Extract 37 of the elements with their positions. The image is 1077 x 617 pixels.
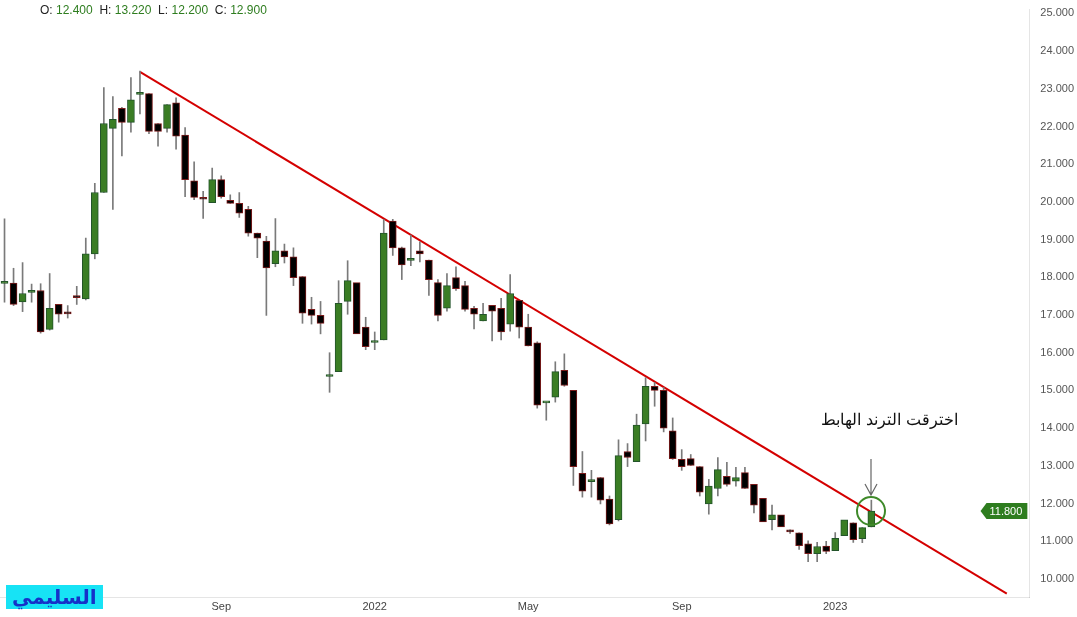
y-tick-label: 15.000 — [1040, 383, 1075, 396]
y-tick-label: 21.000 — [1040, 157, 1075, 170]
candlestick — [407, 234, 415, 266]
annotation: 11.800 — [989, 505, 1023, 518]
candlestick — [768, 504, 776, 531]
y-tick-label: 12.000 — [1040, 496, 1075, 509]
candlestick — [136, 70, 144, 115]
y-tick-label: 11.000 — [1040, 534, 1074, 547]
y-tick-label: 10.000 — [1040, 571, 1075, 584]
candlestick — [840, 519, 849, 536]
candlestick — [488, 304, 496, 342]
y-tick-label: 18.000 — [1040, 270, 1075, 283]
y-tick-label: 20.000 — [1040, 194, 1075, 207]
candlestick — [199, 191, 207, 219]
candlestick — [732, 467, 740, 487]
y-tick-label: 22.000 — [1040, 119, 1075, 132]
x-tick-label: May — [517, 600, 540, 613]
y-tick-label: 17.000 — [1040, 308, 1075, 321]
x-tick-label: Sep — [671, 600, 692, 613]
x-tick-label: 2023 — [822, 600, 848, 613]
candlestick — [759, 497, 767, 523]
candlestick — [370, 331, 379, 351]
y-tick-label: 19.000 — [1040, 232, 1075, 245]
x-tick-label: 2022 — [362, 600, 387, 613]
candlestick — [109, 96, 117, 210]
candlestick — [72, 286, 81, 305]
annotation: السليمي — [6, 585, 103, 609]
y-tick-label: 24.000 — [1040, 44, 1075, 57]
x-tick-label: Sep — [211, 600, 232, 613]
y-tick-label: 13.000 — [1040, 458, 1075, 471]
y-tick-label: 14.000 — [1040, 421, 1075, 434]
y-tick-label: 25.000 — [1040, 6, 1075, 19]
y-tick-label: 23.000 — [1040, 81, 1075, 94]
y-tick-label: 16.000 — [1040, 345, 1075, 358]
chart-title: O: 12.400 H: 13.220 L: 12.200 C: 12.900 — [40, 3, 267, 17]
candlestick — [777, 514, 785, 528]
annotation: اخترقت الترند الهابط — [820, 410, 958, 430]
